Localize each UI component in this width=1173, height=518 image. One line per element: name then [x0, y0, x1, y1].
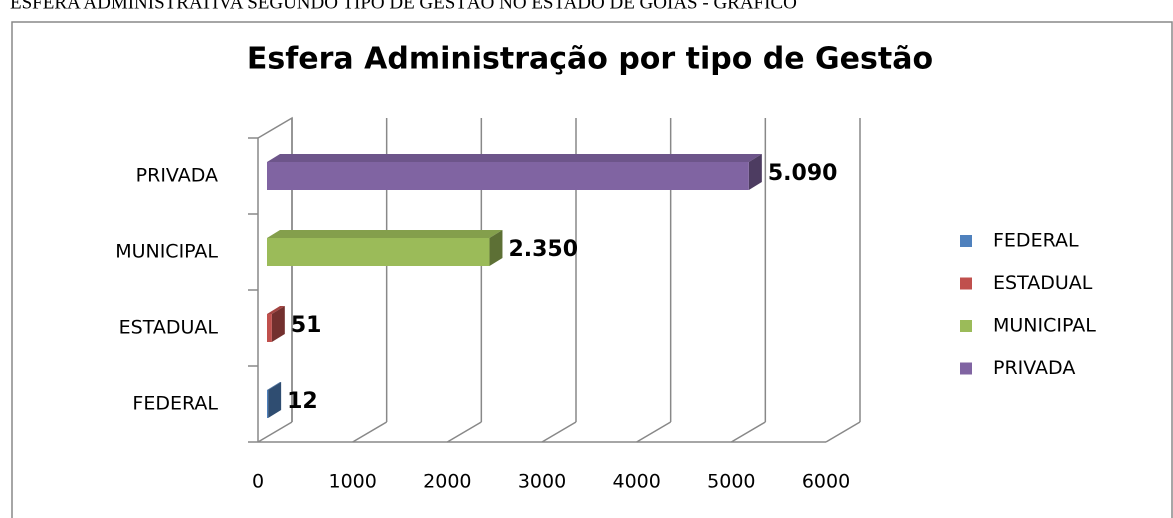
bar-top [267, 154, 762, 162]
floor-line [446, 421, 482, 443]
value-label: 12 [287, 389, 318, 414]
bar-side [748, 154, 762, 190]
bar [267, 238, 490, 266]
y-tick-label: FEDERAL [132, 393, 218, 415]
x-tick-label: 0 [252, 471, 264, 493]
bar-side [268, 382, 282, 418]
floor-line [636, 421, 672, 443]
page-heading: ESFERA ADMINISTRATIVA SEGUNDO TIPO DE GE… [10, 0, 797, 13]
y-tick-label: PRIVADA [136, 165, 218, 187]
y-tick-label: ESTADUAL [119, 317, 219, 339]
floor-line [825, 421, 861, 443]
legend-swatch [960, 235, 972, 247]
bar [267, 390, 269, 418]
value-label: 2.350 [508, 237, 578, 262]
floor-line [730, 421, 766, 443]
bar-top [267, 230, 503, 238]
legend-label: MUNICIPAL [993, 315, 1096, 337]
floor-line [352, 421, 388, 443]
x-tick-label: 2000 [423, 471, 471, 493]
bar [267, 314, 272, 342]
legend-swatch [960, 362, 972, 375]
legend-swatch [960, 320, 972, 332]
y-tick-label: MUNICIPAL [115, 241, 218, 263]
bar-top [267, 382, 282, 390]
x-tick-label: 3000 [518, 471, 566, 493]
x-tick-label: 4000 [612, 471, 660, 493]
chart-title: Esfera Administração por tipo de Gestão [247, 42, 933, 77]
bar-side [489, 230, 503, 266]
legend-label: ESTADUAL [993, 272, 1093, 294]
floor-line [541, 421, 577, 443]
x-tick-label: 6000 [802, 471, 850, 493]
legend-label: PRIVADA [993, 357, 1075, 379]
x-tick-label: 5000 [707, 471, 755, 493]
x-tick-label: 1000 [328, 471, 376, 493]
value-label: 51 [291, 313, 322, 338]
bar [267, 162, 749, 190]
legend-label: FEDERAL [993, 230, 1079, 252]
bar-side [271, 306, 285, 342]
floor-line [257, 421, 293, 443]
value-label: 5.090 [768, 161, 838, 186]
bar-top [267, 306, 285, 314]
chart-frame [11, 21, 1173, 518]
legend-swatch [960, 277, 972, 290]
